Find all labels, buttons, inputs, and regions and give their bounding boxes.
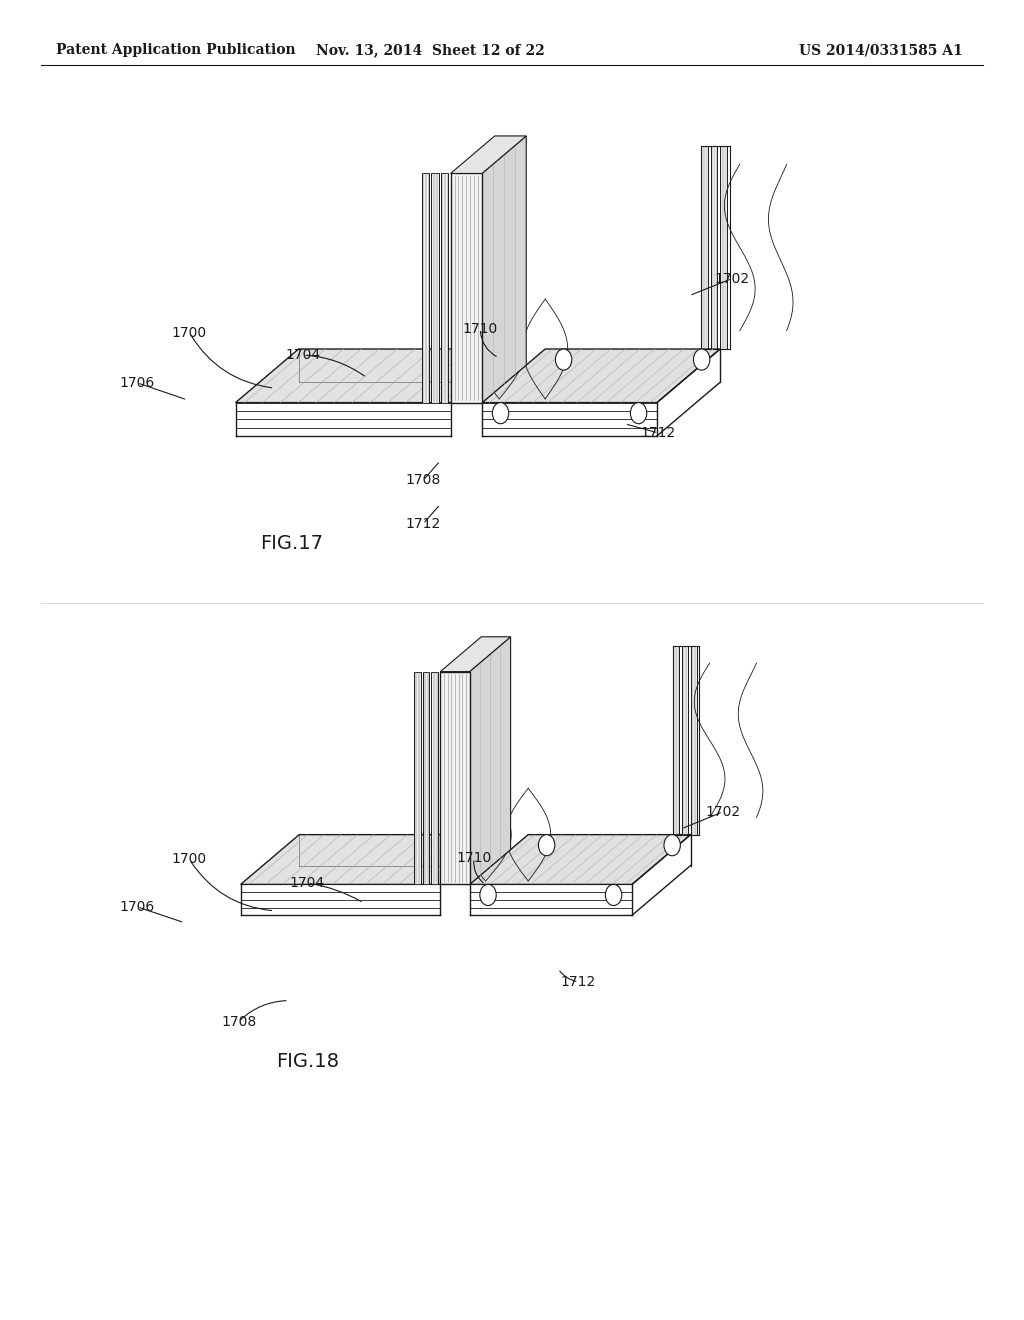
- Circle shape: [539, 834, 555, 855]
- Text: 1702: 1702: [715, 272, 750, 285]
- Polygon shape: [431, 672, 438, 884]
- Polygon shape: [673, 645, 679, 834]
- Polygon shape: [711, 145, 717, 348]
- Polygon shape: [690, 645, 696, 834]
- Polygon shape: [440, 672, 470, 884]
- Circle shape: [480, 884, 497, 906]
- Text: 1710: 1710: [457, 851, 492, 865]
- Polygon shape: [241, 834, 499, 884]
- Polygon shape: [451, 173, 482, 403]
- Text: US 2014/0331585 A1: US 2014/0331585 A1: [799, 44, 963, 57]
- Text: 1706: 1706: [120, 900, 155, 913]
- Text: 1700: 1700: [172, 326, 207, 339]
- Polygon shape: [431, 173, 439, 403]
- Polygon shape: [414, 672, 421, 884]
- Text: 1712: 1712: [406, 517, 440, 531]
- Polygon shape: [482, 136, 526, 403]
- Polygon shape: [422, 173, 429, 403]
- Text: 1712: 1712: [561, 975, 596, 989]
- Text: Patent Application Publication: Patent Application Publication: [56, 44, 296, 57]
- Circle shape: [493, 403, 509, 424]
- Polygon shape: [451, 173, 458, 403]
- Text: FIG.17: FIG.17: [260, 535, 324, 553]
- Polygon shape: [720, 145, 727, 348]
- Text: 1704: 1704: [290, 876, 325, 890]
- Text: Nov. 13, 2014  Sheet 12 of 22: Nov. 13, 2014 Sheet 12 of 22: [315, 44, 545, 57]
- Text: 1702: 1702: [706, 805, 740, 818]
- Polygon shape: [470, 636, 511, 884]
- Polygon shape: [440, 636, 511, 672]
- Polygon shape: [482, 348, 720, 403]
- Text: 1708: 1708: [406, 474, 440, 487]
- Polygon shape: [470, 834, 690, 884]
- Polygon shape: [682, 645, 688, 834]
- Polygon shape: [451, 136, 526, 173]
- Circle shape: [555, 348, 571, 370]
- Text: 1706: 1706: [120, 376, 155, 389]
- Polygon shape: [440, 672, 447, 884]
- Polygon shape: [423, 672, 429, 884]
- Polygon shape: [441, 173, 449, 403]
- Text: 1708: 1708: [221, 1015, 256, 1028]
- Text: 1704: 1704: [286, 348, 321, 362]
- Circle shape: [605, 884, 622, 906]
- Circle shape: [631, 403, 647, 424]
- Text: 1710: 1710: [463, 322, 498, 335]
- Circle shape: [664, 834, 680, 855]
- Text: 1700: 1700: [172, 853, 207, 866]
- Polygon shape: [236, 348, 514, 403]
- Text: FIG.18: FIG.18: [275, 1052, 339, 1071]
- Circle shape: [693, 348, 710, 370]
- Text: 1712: 1712: [641, 426, 676, 440]
- Polygon shape: [701, 145, 708, 348]
